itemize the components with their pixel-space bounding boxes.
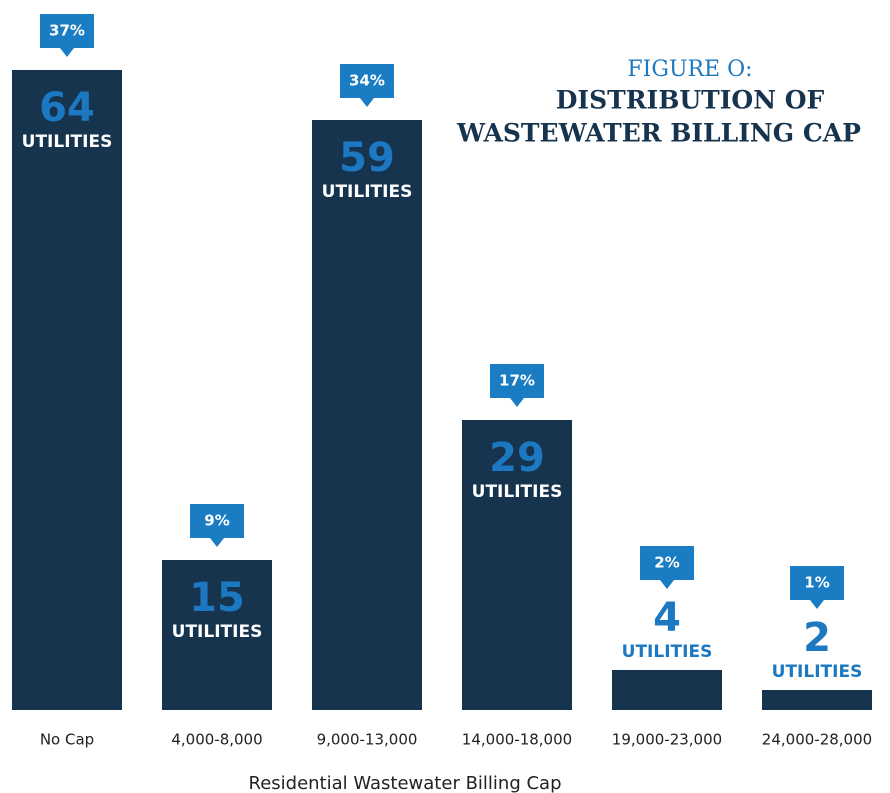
bar <box>312 120 422 710</box>
unit-label: UTILITIES <box>622 642 713 662</box>
bar <box>762 690 872 710</box>
x-tick-label: 19,000-23,000 <box>612 731 722 749</box>
chart-title: FIGURE O: <box>627 57 752 82</box>
share-label: 37% <box>49 22 85 40</box>
share-callout <box>190 504 244 547</box>
share-label: 34% <box>349 72 385 90</box>
chart-title: WASTEWATER BILLING CAP <box>456 119 861 148</box>
unit-label: UTILITIES <box>472 482 563 502</box>
share-callout <box>340 64 394 107</box>
bar <box>612 670 722 710</box>
value-label: 4 <box>653 595 681 641</box>
x-tick-label: No Cap <box>40 731 94 749</box>
x-tick-label: 14,000-18,000 <box>462 731 572 749</box>
unit-label: UTILITIES <box>22 132 113 152</box>
unit-label: UTILITIES <box>772 662 863 682</box>
share-callout <box>40 14 94 57</box>
bar <box>462 420 572 710</box>
value-label: 64 <box>39 85 95 131</box>
bar <box>162 560 272 710</box>
share-callout <box>790 566 844 609</box>
unit-label: UTILITIES <box>172 622 263 642</box>
value-label: 2 <box>803 615 831 661</box>
x-axis-title: Residential Wastewater Billing Cap <box>249 773 562 793</box>
x-tick-label: 4,000-8,000 <box>171 731 262 749</box>
share-callout <box>640 546 694 589</box>
share-label: 9% <box>204 512 229 530</box>
x-tick-label: 9,000-13,000 <box>317 731 418 749</box>
share-label: 17% <box>499 372 535 390</box>
share-label: 2% <box>654 554 679 572</box>
share-label: 1% <box>804 574 829 592</box>
share-callout <box>490 364 544 407</box>
unit-label: UTILITIES <box>322 182 413 202</box>
x-tick-label: 24,000-28,000 <box>762 731 872 749</box>
chart-title: DISTRIBUTION OF <box>556 86 825 115</box>
value-label: 59 <box>339 135 395 181</box>
bar <box>12 70 122 710</box>
value-label: 15 <box>189 575 245 621</box>
value-label: 29 <box>489 435 545 481</box>
